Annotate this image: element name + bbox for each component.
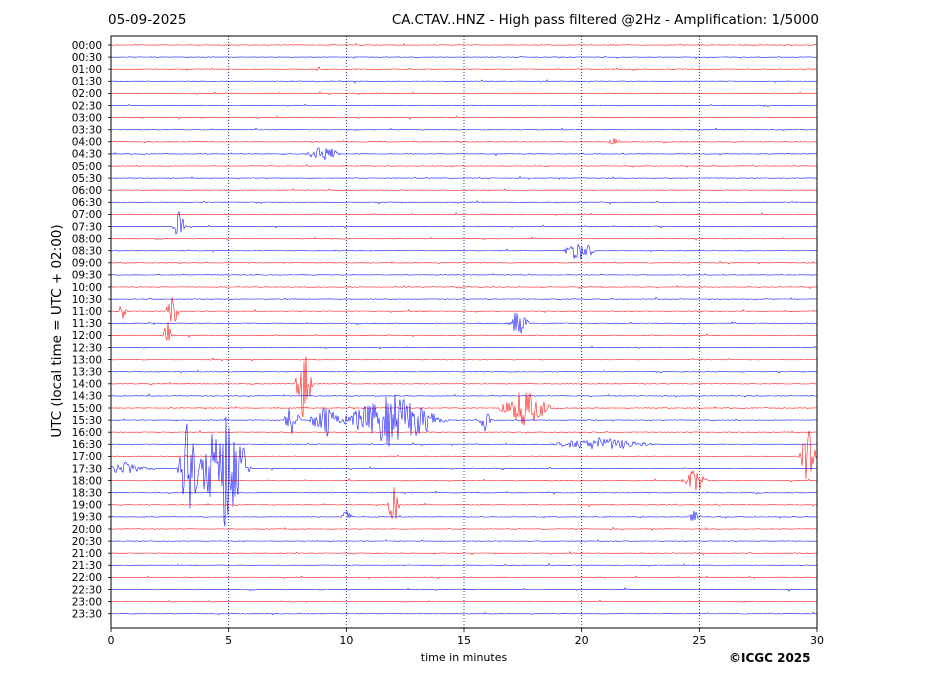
copyright-label: ©ICGC 2025: [729, 651, 811, 665]
y-tick-label: 10:00: [72, 282, 102, 294]
trace-1300: [110, 357, 818, 362]
y-tick-label: 13:30: [72, 367, 102, 379]
x-tick-label: 0: [108, 634, 115, 647]
y-tick-label: 12:00: [72, 330, 102, 342]
y-tick-label: 02:30: [72, 100, 102, 112]
y-tick-label: 21:00: [72, 548, 102, 560]
x-tick-label: 10: [339, 634, 353, 647]
trace-0000: [110, 42, 818, 46]
trace-0530: [110, 175, 818, 180]
y-tick-label: 12:30: [72, 342, 102, 354]
trace-2300: [110, 599, 817, 604]
y-tick-label: 19:30: [72, 512, 102, 524]
y-tick-label: 06:30: [72, 197, 102, 209]
trace-1230: [110, 345, 818, 350]
trace-2000: [110, 526, 818, 531]
y-tick-label: 00:00: [72, 40, 102, 52]
y-tick-label: 16:30: [72, 439, 102, 451]
y-tick-label: 03:00: [72, 112, 102, 124]
x-tick-label: 15: [457, 634, 471, 647]
y-tick-label: 10:30: [72, 294, 102, 306]
y-tick-label: 07:30: [72, 221, 102, 233]
y-tick-label: 22:00: [72, 572, 102, 584]
trace-2100: [110, 551, 818, 556]
trace-1130: [110, 312, 818, 334]
trace-0730: [110, 210, 818, 235]
trace-0400: [110, 138, 818, 145]
trace-0800: [110, 236, 818, 241]
y-tick-label: 23:30: [72, 609, 102, 621]
y-tick-label: 16:00: [72, 427, 102, 439]
trace-1100: [110, 297, 818, 322]
trace-1030: [110, 296, 818, 301]
y-tick-label: 05:00: [72, 161, 102, 173]
y-tick-label: 19:00: [72, 500, 102, 512]
y-tick-label: 20:30: [72, 536, 102, 548]
plot-frame: [110, 35, 818, 629]
y-tick-label: 13:00: [72, 354, 102, 366]
y-tick-label: 23:00: [72, 596, 102, 608]
trace-1330: [110, 370, 818, 374]
trace-1200: [110, 322, 818, 341]
trace-2030: [110, 539, 817, 543]
y-tick-label: 14:00: [72, 379, 102, 391]
x-axis-label: time in minutes: [420, 651, 508, 664]
y-tick-label: 17:00: [72, 451, 102, 463]
trace-1400: [110, 356, 818, 418]
y-tick-label: 14:30: [72, 391, 102, 403]
chart-title: CA.CTAV..HNZ - High pass filtered @2Hz -…: [391, 12, 819, 28]
y-tick-label: 09:00: [72, 258, 102, 270]
y-tick-label: 18:00: [72, 475, 102, 487]
x-tick-label: 20: [575, 634, 589, 647]
y-tick-label: 04:00: [72, 137, 102, 149]
y-tick-label: 03:30: [72, 125, 102, 137]
trace-0100: [110, 66, 818, 72]
y-tick-label: 05:30: [72, 173, 102, 185]
y-tick-label: 01:30: [72, 76, 102, 88]
y-tick-label: 00:30: [72, 52, 102, 64]
y-tick-label: 01:00: [72, 64, 102, 76]
y-tick-label: 17:30: [72, 463, 102, 475]
trace-0630: [110, 200, 818, 205]
y-tick-label: 11:00: [72, 306, 102, 318]
y-tick-label: 09:30: [72, 270, 102, 282]
y-tick-label: 20:00: [72, 524, 102, 536]
y-tick-label: 22:30: [72, 584, 102, 596]
x-tick-label: 25: [692, 634, 706, 647]
trace-1000: [110, 284, 818, 290]
trace-2130: [110, 562, 818, 567]
y-tick-label: 18:30: [72, 488, 102, 500]
date-label: 05-09-2025: [108, 12, 187, 28]
trace-0930: [110, 273, 818, 277]
y-tick-label: 04:30: [72, 149, 102, 161]
y-tick-label: 08:00: [72, 233, 102, 245]
x-tick-label: 5: [225, 634, 232, 647]
trace-0900: [110, 260, 818, 265]
y-tick-label: 15:30: [72, 415, 102, 427]
y-tick-label: 11:30: [72, 318, 102, 330]
y-tick-label: 02:00: [72, 88, 102, 100]
y-tick-label: 15:00: [72, 403, 102, 415]
trace-2330: [110, 611, 818, 616]
trace-0700: [110, 212, 818, 216]
y-tick-label: 21:30: [72, 560, 102, 572]
x-tick-label: 30: [810, 634, 824, 647]
y-tick-label: 06:00: [72, 185, 102, 197]
y-tick-label: 08:30: [72, 246, 102, 258]
y-tick-label: 07:00: [72, 209, 102, 221]
trace-2230: [110, 587, 817, 592]
trace-2200: [110, 575, 818, 580]
trace-0830: [110, 243, 818, 260]
